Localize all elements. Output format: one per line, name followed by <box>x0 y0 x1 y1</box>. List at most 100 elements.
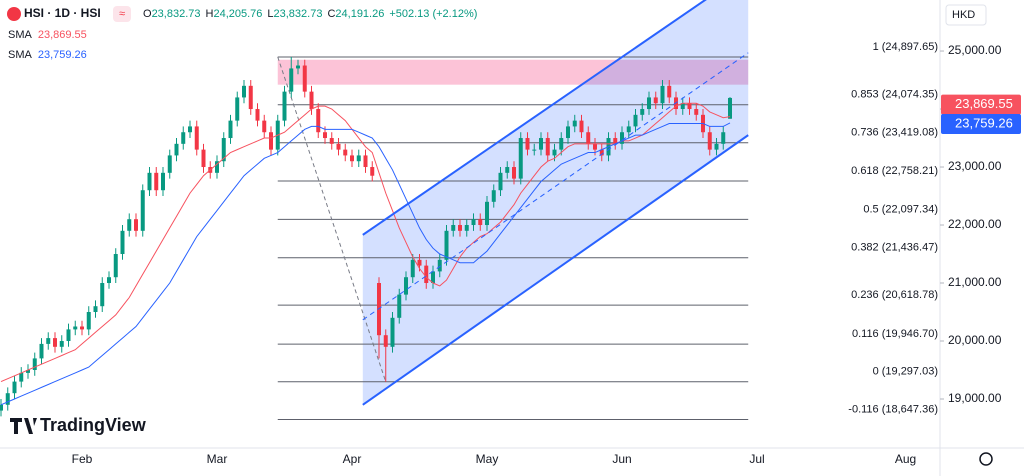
candle-body <box>323 132 327 139</box>
candle-body <box>633 114 638 127</box>
candle-body <box>572 120 577 127</box>
ohlc-key: L <box>267 8 273 20</box>
x-tick-label: Aug <box>895 452 916 466</box>
candle-body <box>46 338 51 344</box>
candle-body <box>559 138 564 150</box>
candle-body <box>566 126 570 139</box>
sma-legend[interactable]: SMA 23,759.26 <box>8 49 87 61</box>
candle-body <box>491 190 496 202</box>
candle-body <box>350 155 354 162</box>
y-tick-label: 22,000.00 <box>948 217 1002 231</box>
ohlc-value: 23,832.73 <box>274 8 323 20</box>
candle-body <box>680 103 685 110</box>
y-tick-label: 19,000.00 <box>948 391 1002 405</box>
sma-value: 23,759.26 <box>38 49 87 61</box>
price-label-box <box>941 94 1021 115</box>
ohlc-key: H <box>206 8 214 20</box>
candle-body <box>201 149 206 168</box>
fib-label: 0.736 (23,419.08) <box>851 127 938 139</box>
candle-body <box>707 132 712 150</box>
ohlc-value: 23,832.73 <box>152 8 201 20</box>
currency-button[interactable] <box>945 4 987 26</box>
candle-body <box>383 335 388 347</box>
y-tick-label: 23,000.00 <box>948 159 1002 173</box>
compare-icon[interactable] <box>113 6 131 22</box>
fib-label: -0.116 (18,647.36) <box>848 403 938 415</box>
candle-body <box>167 155 172 173</box>
candle-body <box>242 85 246 98</box>
fib-trend <box>277 56 387 382</box>
candle-body <box>161 172 165 191</box>
candle-body <box>363 155 368 168</box>
candle-body <box>5 393 10 405</box>
candle-body <box>620 132 624 144</box>
ohlc: O23,832.73 H24,205.76 L23,832.73 C24,191.26… <box>143 8 477 20</box>
candle-body <box>80 326 84 330</box>
candle-body <box>545 138 550 156</box>
candle-body <box>19 372 24 382</box>
candle-body <box>586 132 591 144</box>
candle-body <box>687 103 692 110</box>
candle-body <box>134 219 138 231</box>
candle-body <box>107 277 111 284</box>
candle-body <box>397 294 402 318</box>
candle-body <box>390 317 395 347</box>
candle-body <box>174 143 179 156</box>
candle-body <box>512 167 516 179</box>
candle-body <box>188 126 192 133</box>
candle-body <box>26 369 30 373</box>
candle-body <box>282 91 287 121</box>
candle-body <box>255 109 260 121</box>
price-label: 23,869.55 <box>955 96 1013 111</box>
candle-body <box>370 167 375 176</box>
logo-icon <box>10 418 37 434</box>
candle-body <box>269 132 273 150</box>
x-tick-label: Jul <box>749 452 764 466</box>
channel-line <box>362 134 749 406</box>
candle-body <box>309 91 314 110</box>
price-label-box <box>941 113 1021 134</box>
candle-body <box>464 225 469 231</box>
sma-legend[interactable]: SMA 23,869.55 <box>8 29 87 41</box>
candle-body <box>640 109 645 115</box>
candle-body <box>0 404 3 411</box>
candle-body <box>471 219 476 226</box>
symbol[interactable]: HSI · 1D · HSI <box>24 6 101 20</box>
sma-name: SMA <box>8 49 33 61</box>
candle-body <box>113 254 118 278</box>
fib-label: 0.853 (24,074.35) <box>851 89 938 101</box>
candle-body <box>194 126 199 150</box>
y-tick-label: 20,000.00 <box>948 333 1002 347</box>
candle-body <box>458 225 462 231</box>
fib-label: 1 (24,897.65) <box>873 41 938 53</box>
sma-line <box>0 122 731 406</box>
fib-label: 0.5 (22,097.34) <box>863 203 938 215</box>
candle-body <box>316 109 321 133</box>
y-tick-label: 21,000.00 <box>948 275 1002 289</box>
candle-body <box>721 132 726 144</box>
ohlc-value: 24,205.76 <box>213 8 262 20</box>
candle-body <box>181 132 186 144</box>
logo-text: TradingView <box>40 415 147 435</box>
change: +502.13 (+2.12%) <box>389 8 477 20</box>
candle-body <box>444 230 449 260</box>
currency: HKD <box>952 9 975 21</box>
candle-body <box>356 155 361 162</box>
ohlc-value: 24,191.26 <box>335 8 384 20</box>
candle-body <box>343 149 348 156</box>
candle-body <box>532 149 537 151</box>
candle-body <box>100 283 105 307</box>
candle-body <box>667 85 672 98</box>
plot: 1 (24,897.65) 0.853 (24,074.35) 0.736 (23,… <box>0 0 938 420</box>
candle-body <box>59 341 64 347</box>
candle-body <box>539 138 543 150</box>
price-label: 23,759.26 <box>955 115 1013 130</box>
candle-body <box>599 149 604 156</box>
x-tick-label: Feb <box>72 452 93 466</box>
ohlc-key: C <box>327 8 335 20</box>
candle-body <box>140 190 145 231</box>
candle-body <box>32 358 37 370</box>
settings-button[interactable] <box>979 452 993 466</box>
symbol-icon <box>7 7 21 21</box>
